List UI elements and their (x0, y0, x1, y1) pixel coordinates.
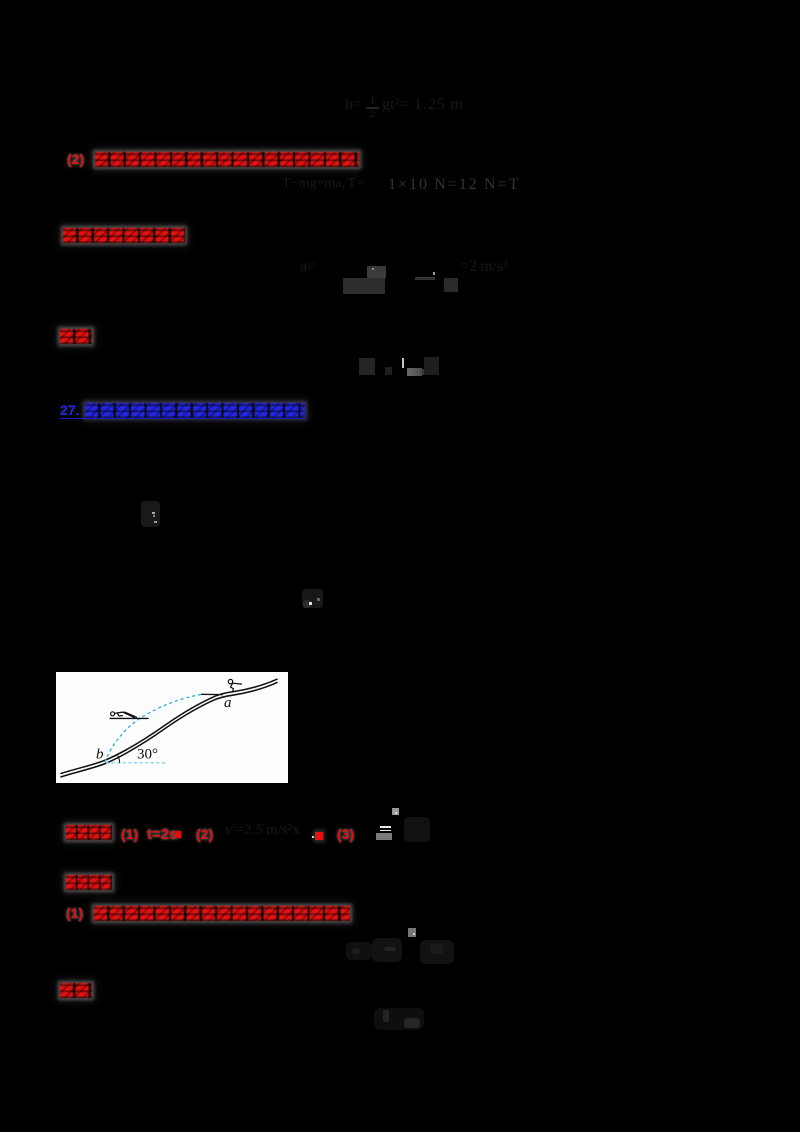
svg-text:30°: 30° (137, 747, 158, 763)
svg-text:b: b (96, 747, 104, 763)
svg-text:a: a (224, 695, 232, 711)
